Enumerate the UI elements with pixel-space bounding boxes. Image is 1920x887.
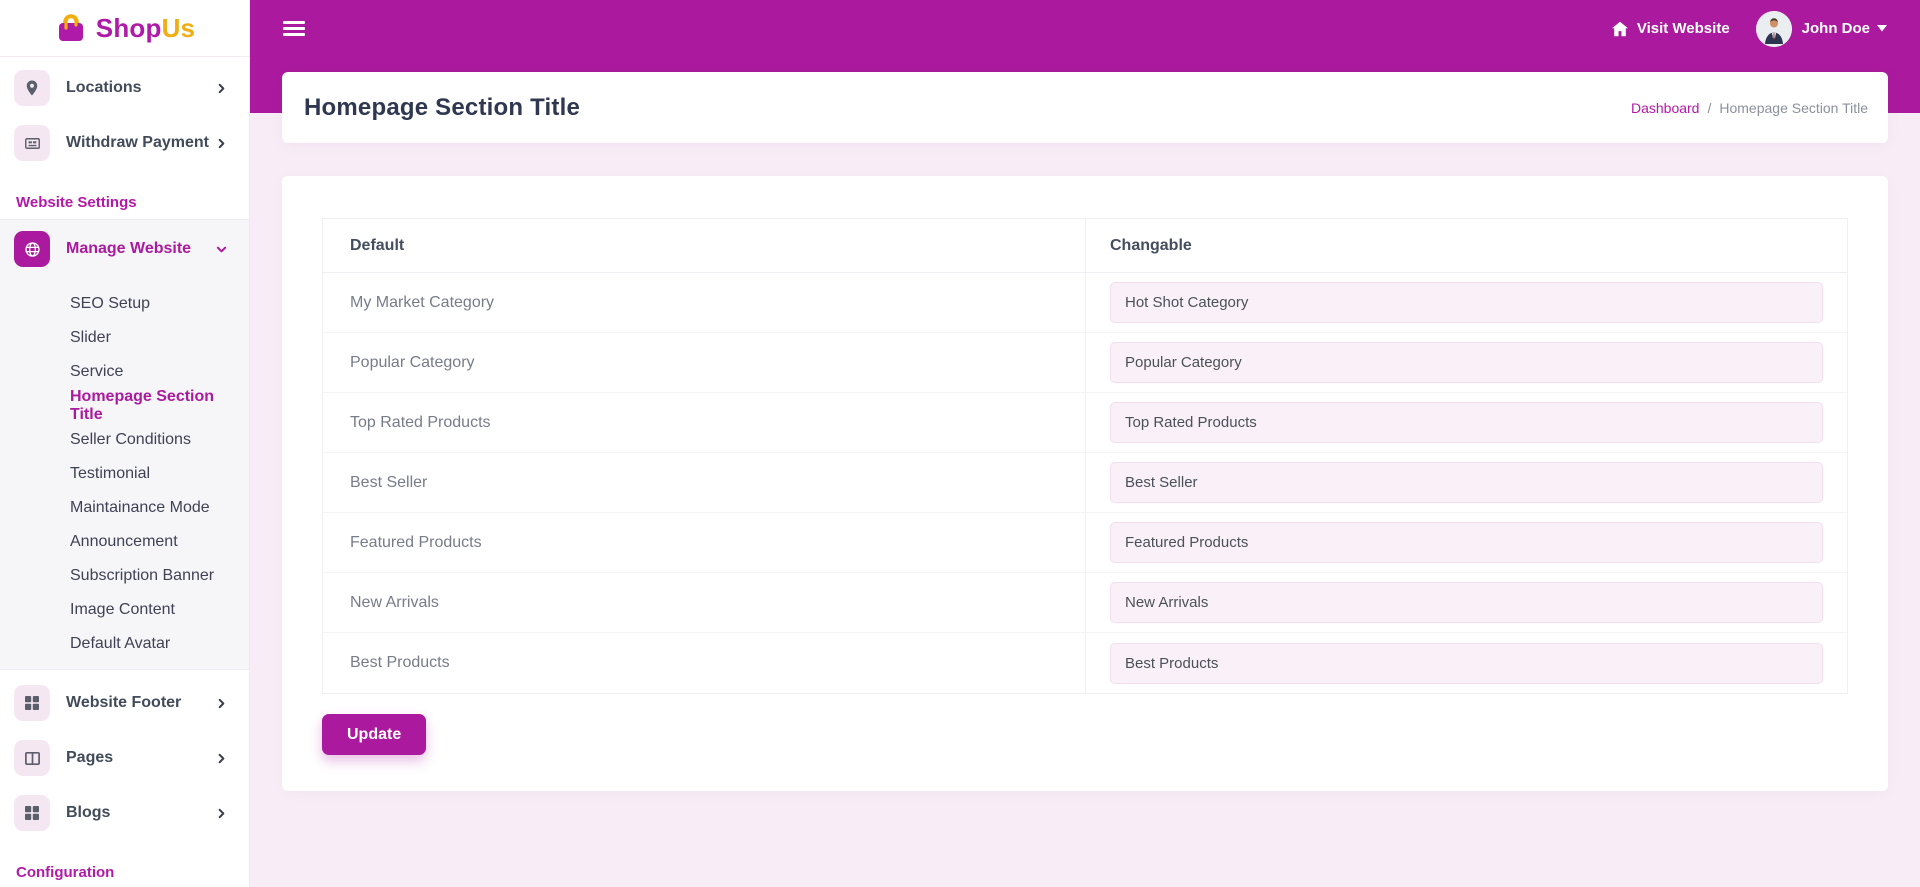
sidebar-item-label: Pages <box>66 749 114 766</box>
submenu-item-image-content[interactable]: Image Content <box>70 601 175 618</box>
changable-input[interactable] <box>1110 342 1823 383</box>
header-changable: Changable <box>1085 219 1847 272</box>
sidebar-item-locations[interactable]: Locations <box>14 65 235 111</box>
table-row: Popular Category <box>323 333 1847 393</box>
topbar-right: Visit Website John Doe <box>1611 10 1887 47</box>
settings-card: Default Changable My Market Category Pop… <box>282 176 1888 791</box>
grid-icon <box>14 685 50 721</box>
submenu-item-slider[interactable]: Slider <box>70 329 111 346</box>
default-label: Top Rated Products <box>350 413 491 431</box>
submenu-item-announcement[interactable]: Announcement <box>70 533 178 550</box>
default-label: My Market Category <box>350 293 495 311</box>
brand-name: ShopUs <box>95 12 196 43</box>
sidebar-section-website-settings: Website Settings <box>16 194 137 211</box>
changable-input[interactable] <box>1110 582 1823 623</box>
sidebar-item-label: Locations <box>66 79 142 96</box>
settings-table: Default Changable My Market Category Pop… <box>322 218 1848 694</box>
breadcrumb-current: Homepage Section Title <box>1719 99 1868 116</box>
visit-website-link[interactable]: Visit Website <box>1611 20 1730 37</box>
sidebar-item-pages[interactable]: Pages <box>14 735 235 781</box>
sidebar-item-withdraw-payment[interactable]: Withdraw Payment <box>14 120 235 166</box>
visit-website-label: Visit Website <box>1636 20 1730 37</box>
sidebar-item-label: Blogs <box>66 804 111 821</box>
submenu-item-subscription-banner[interactable]: Subscription Banner <box>70 567 215 584</box>
table-header-row: Default Changable <box>323 219 1847 273</box>
table-row: Featured Products <box>323 513 1847 573</box>
table-row: Best Products <box>323 633 1847 693</box>
sidebar-item-label: Website Footer <box>66 694 182 711</box>
default-label: Best Products <box>350 654 450 671</box>
sidebar-item-label: Manage Website <box>66 240 192 257</box>
caret-down-icon[interactable] <box>1877 25 1887 32</box>
chevron-right-icon <box>216 808 227 819</box>
submenu-item-default-avatar[interactable]: Default Avatar <box>70 635 171 652</box>
chevron-right-icon <box>216 138 227 149</box>
submenu-item-homepage-section-title[interactable]: Homepage Section Title <box>70 388 215 423</box>
content-area: Homepage Section Title Dashboard / Homep… <box>250 57 1920 887</box>
changable-input[interactable] <box>1110 642 1823 684</box>
table-row: New Arrivals <box>323 573 1847 633</box>
submenu-item-testimonial[interactable]: Testimonial <box>70 465 151 482</box>
chevron-right-icon <box>216 698 227 709</box>
chevron-down-icon <box>216 244 227 255</box>
default-label: Best Seller <box>350 473 428 491</box>
sidebar: ShopUs Locations <box>0 0 250 887</box>
sidebar-item-blogs[interactable]: Blogs <box>14 790 235 836</box>
breadcrumb-dashboard-link[interactable]: Dashboard <box>1630 99 1700 116</box>
table-row: Best Seller <box>323 453 1847 513</box>
default-label: Featured Products <box>350 533 482 551</box>
changable-input[interactable] <box>1110 522 1823 563</box>
sidebar-section-configuration: Configuration <box>16 864 115 881</box>
user-name[interactable]: John Doe <box>1801 20 1870 37</box>
submenu-item-service[interactable]: Service <box>70 363 124 380</box>
shopping-bag-lock-icon <box>54 11 88 45</box>
columns-icon <box>14 740 50 776</box>
home-icon <box>1611 21 1629 37</box>
breadcrumb: Dashboard / Homepage Section Title <box>1631 100 1868 116</box>
sidebar-nav: Locations Withdraw Payment <box>0 57 249 887</box>
page-title-card: Homepage Section Title Dashboard / Homep… <box>282 72 1888 143</box>
breadcrumb-separator: / <box>1707 99 1712 116</box>
sidebar-item-website-footer[interactable]: Website Footer <box>14 680 235 726</box>
chevron-right-icon <box>216 753 227 764</box>
page-title: Homepage Section Title <box>304 93 581 121</box>
globe-icon <box>14 231 50 267</box>
topbar: Visit Website John Doe <box>250 0 1920 57</box>
sidebar-item-label: Withdraw Payment <box>66 134 209 151</box>
brand-logo[interactable]: ShopUs <box>0 0 249 57</box>
header-default: Default <box>350 236 405 254</box>
grid-icon <box>14 795 50 831</box>
table-row: Top Rated Products <box>323 393 1847 453</box>
submenu-item-maintainance-mode[interactable]: Maintainance Mode <box>70 499 210 516</box>
payment-card-icon <box>14 125 50 161</box>
sidebar-group-manage-website: Manage Website SEO Setup Slider Service … <box>0 219 249 670</box>
chevron-right-icon <box>216 83 227 94</box>
hamburger-menu-icon[interactable] <box>283 21 305 36</box>
submenu-item-seller-conditions[interactable]: Seller Conditions <box>70 431 191 448</box>
changable-input[interactable] <box>1110 282 1823 323</box>
main-column: Visit Website John Doe <box>250 0 1920 887</box>
sidebar-item-manage-website[interactable]: Manage Website <box>14 226 235 272</box>
changable-input[interactable] <box>1110 462 1823 503</box>
changable-input[interactable] <box>1110 402 1823 443</box>
avatar[interactable] <box>1755 10 1792 47</box>
submenu-item-seo-setup[interactable]: SEO Setup <box>70 295 151 312</box>
table-row: My Market Category <box>323 273 1847 333</box>
manage-website-submenu: SEO Setup Slider Service Homepage Sectio… <box>0 281 249 661</box>
location-pin-icon <box>14 70 50 106</box>
update-button[interactable]: Update <box>322 714 427 755</box>
default-label: Popular Category <box>350 353 475 371</box>
default-label: New Arrivals <box>350 593 439 611</box>
